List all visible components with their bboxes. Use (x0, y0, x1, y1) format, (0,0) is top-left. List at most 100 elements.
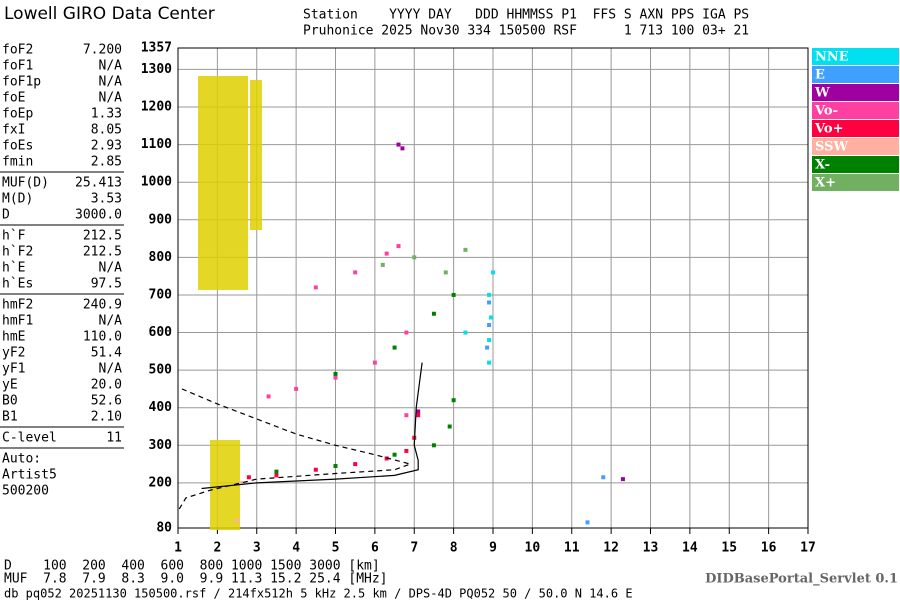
point (601, 475, 606, 480)
y-tick-label: 1300 (141, 62, 172, 77)
legend-label: X+ (815, 176, 836, 191)
point (404, 413, 409, 418)
param-name: foE (2, 91, 25, 106)
point (313, 285, 318, 290)
point (384, 251, 389, 256)
point (396, 244, 401, 249)
header-line: Pruhonice 2025 Nov30 334 150500 RSF 1 71… (303, 24, 749, 39)
param-value: 8.05 (91, 123, 122, 138)
param-value: 97.5 (91, 277, 122, 292)
point (487, 338, 492, 343)
x-tick-label: 17 (800, 541, 816, 556)
y-tick-label: 1000 (141, 175, 172, 190)
legend-swatch (812, 66, 899, 83)
param-name: Artist5 (2, 468, 57, 483)
x-tick-label: 8 (450, 541, 458, 556)
point (246, 475, 251, 480)
point (274, 469, 279, 474)
param-name: h`Es (2, 277, 33, 292)
y-tick-label: 1100 (141, 137, 172, 152)
x-tick-label: 4 (292, 541, 300, 556)
point (353, 462, 358, 467)
y-tick-label: 80 (156, 521, 172, 536)
footer-d: D 100 200 400 600 800 1000 1500 3000 [km… (4, 559, 380, 574)
point (485, 345, 490, 350)
legend-label: Vo+ (814, 122, 843, 137)
point (266, 394, 271, 399)
point (489, 315, 494, 320)
plot-frame (177, 47, 809, 529)
param-value: N/A (99, 75, 123, 90)
x-tick-label: 5 (332, 541, 340, 556)
point (333, 463, 338, 468)
param-name: foEp (2, 107, 33, 122)
y-tick-label: 200 (149, 475, 173, 490)
legend-label: X- (815, 158, 830, 173)
param-name: hmF1 (2, 314, 33, 329)
param-name: M(D) (2, 192, 33, 207)
y-tick-label: 600 (149, 325, 173, 340)
point (451, 398, 456, 403)
param-name: C-level (2, 431, 57, 446)
y-tick-label: 700 (149, 287, 173, 302)
profile-line (201, 362, 423, 490)
legend-label: E (815, 68, 825, 83)
param-name: fxI (2, 123, 25, 138)
point (431, 443, 436, 448)
x-tick-label: 15 (721, 541, 737, 556)
legend-label: SSW (815, 140, 848, 155)
point (491, 270, 495, 275)
param-value: 2.85 (91, 155, 122, 170)
y-tick-label: 1357 (141, 41, 172, 56)
legend-swatch (812, 138, 899, 155)
point (487, 292, 492, 297)
legend-swatch (812, 120, 899, 137)
footer-muf: MUF 7.8 7.9 8.3 9.0 9.9 11.3 15.2 25.4 [… (4, 572, 388, 587)
point (487, 323, 492, 328)
param-value: 240.9 (83, 298, 122, 313)
header-line: Station YYYY DAY DDD HHMMSS P1 FFS S AXN… (303, 8, 749, 23)
param-name: MUF(D) (2, 176, 49, 191)
legend-label: W (814, 86, 830, 101)
point (384, 456, 389, 461)
param-value: 2.10 (91, 410, 122, 425)
y-tick-label: 800 (149, 250, 173, 265)
point (353, 270, 358, 275)
x-tick-label: 13 (643, 541, 659, 556)
x-tick-label: 9 (489, 541, 497, 556)
point (404, 448, 409, 453)
legend-swatch (812, 174, 899, 191)
point (274, 473, 279, 478)
param-value: 1.33 (91, 107, 122, 122)
servlet: DIDBasePortal_Servlet 0.1 (705, 572, 898, 587)
point (443, 270, 448, 275)
param-value: 7.200 (83, 43, 122, 58)
point (451, 292, 456, 297)
param-value: N/A (99, 314, 123, 329)
param-value: 2.93 (91, 139, 122, 154)
point (487, 300, 492, 305)
point (239, 480, 243, 485)
param-value: 20.0 (91, 378, 122, 393)
point (235, 518, 240, 523)
param-name: hmF2 (2, 298, 33, 313)
point (431, 311, 436, 316)
point (396, 142, 401, 147)
point (392, 345, 397, 350)
legend-swatch (812, 156, 899, 173)
point (447, 424, 452, 429)
profile-line (177, 388, 413, 512)
param-value: 212.5 (83, 245, 122, 260)
x-tick-label: 1 (174, 541, 182, 556)
point (585, 520, 590, 525)
point (487, 360, 492, 365)
point (400, 146, 405, 151)
legend-swatch (812, 102, 899, 119)
legend-swatch (812, 48, 899, 65)
param-value: N/A (99, 362, 123, 377)
param-name: hmE (2, 330, 25, 345)
param-name: h`F (2, 229, 26, 244)
y-tick-label: 500 (149, 363, 173, 378)
param-name: foF1 (2, 59, 33, 74)
point (372, 360, 377, 365)
